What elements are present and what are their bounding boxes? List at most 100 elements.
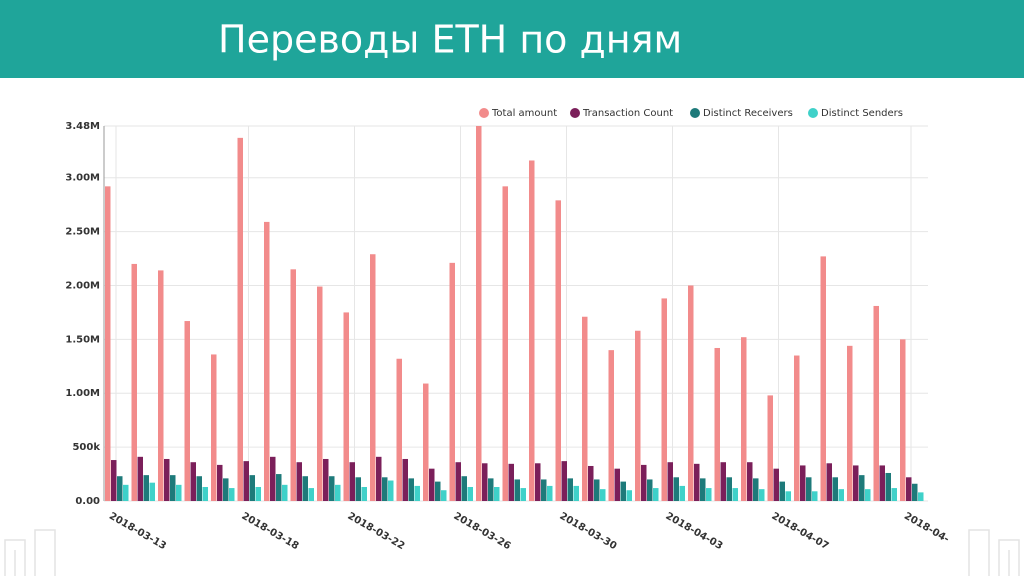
bar: [255, 486, 261, 501]
bar: [838, 489, 844, 501]
bar: [370, 254, 376, 501]
y-tick-label: 2.00M: [65, 280, 100, 291]
bar: [441, 490, 447, 501]
bar: [647, 479, 653, 501]
bar: [826, 463, 832, 501]
bar: [423, 383, 429, 501]
y-tick-label: 0.00: [75, 496, 100, 507]
bar: [158, 270, 164, 501]
bar: [488, 478, 494, 501]
bar: [832, 477, 838, 501]
y-tick-label: 1.50M: [65, 334, 100, 345]
y-tick-label: 3.48M: [65, 121, 100, 132]
bar: [588, 465, 594, 501]
bar: [149, 482, 155, 501]
legend-swatch: [570, 108, 580, 118]
bar: [361, 486, 367, 501]
bar: [229, 488, 235, 501]
bar: [414, 485, 420, 501]
bar: [900, 339, 906, 501]
bar: [535, 463, 541, 501]
bar: [694, 463, 700, 501]
bar: [661, 298, 667, 501]
bar: [541, 479, 547, 501]
bar: [202, 486, 208, 501]
bar: [800, 465, 806, 501]
bar: [164, 458, 170, 501]
y-tick-label: 2.50M: [65, 227, 100, 238]
bar: [408, 478, 414, 501]
bar: [190, 462, 196, 501]
bar: [429, 468, 435, 501]
bar: [582, 316, 588, 501]
bar: [885, 472, 891, 501]
bar: [614, 468, 620, 501]
bar: [573, 485, 579, 501]
bar: [502, 186, 508, 501]
bar: [673, 477, 679, 501]
bar: [529, 160, 535, 501]
header-band: [0, 0, 1024, 78]
bar: [343, 312, 349, 501]
bar: [794, 355, 800, 501]
y-tick-label: 1.00M: [65, 388, 100, 399]
bar: [223, 478, 229, 501]
bar: [494, 486, 500, 501]
bar: [594, 479, 600, 501]
bar: [176, 484, 182, 501]
bar: [476, 126, 482, 501]
bar: [785, 491, 791, 501]
bar: [376, 456, 382, 501]
bar: [641, 464, 647, 501]
bar: [847, 345, 853, 501]
bar: [679, 485, 685, 501]
bar: [184, 321, 190, 501]
bar: [608, 350, 614, 501]
bar: [635, 330, 641, 501]
bar: [653, 488, 659, 501]
bar: [626, 490, 632, 501]
legend-swatch: [808, 108, 818, 118]
bar: [264, 221, 270, 502]
bar: [714, 347, 720, 501]
corner-pattern: [4, 529, 56, 576]
bar: [753, 478, 759, 501]
bar: [879, 465, 885, 501]
y-tick-label: 3.00M: [65, 173, 100, 184]
bar: [806, 477, 812, 501]
bar: [396, 358, 402, 501]
bar: [335, 484, 341, 501]
bar: [906, 477, 912, 501]
bar: [891, 488, 897, 501]
bar: [196, 476, 202, 501]
bar: [732, 488, 738, 501]
legend-swatch: [690, 108, 700, 118]
bar: [667, 462, 673, 501]
bar: [137, 456, 143, 501]
bar: [688, 285, 694, 501]
bar: [853, 465, 859, 501]
bar: [455, 462, 461, 501]
bar: [555, 200, 561, 501]
bar: [382, 477, 388, 501]
bar: [243, 461, 249, 501]
bar: [865, 489, 871, 501]
bar: [820, 256, 826, 501]
bar: [567, 478, 573, 501]
slide-title: Переводы ETH по дням: [218, 18, 682, 62]
legend-label: Distinct Receivers: [703, 108, 793, 119]
bar: [912, 483, 918, 501]
bar: [620, 481, 626, 501]
legend-label: Total amount: [491, 108, 557, 119]
bar: [514, 479, 520, 501]
bar: [773, 468, 779, 501]
bar: [237, 137, 243, 501]
bar: [726, 477, 732, 501]
legend-swatch: [479, 108, 489, 118]
bar: [308, 488, 314, 501]
bar: [520, 488, 526, 501]
bar: [388, 480, 394, 501]
bar: [720, 462, 726, 501]
